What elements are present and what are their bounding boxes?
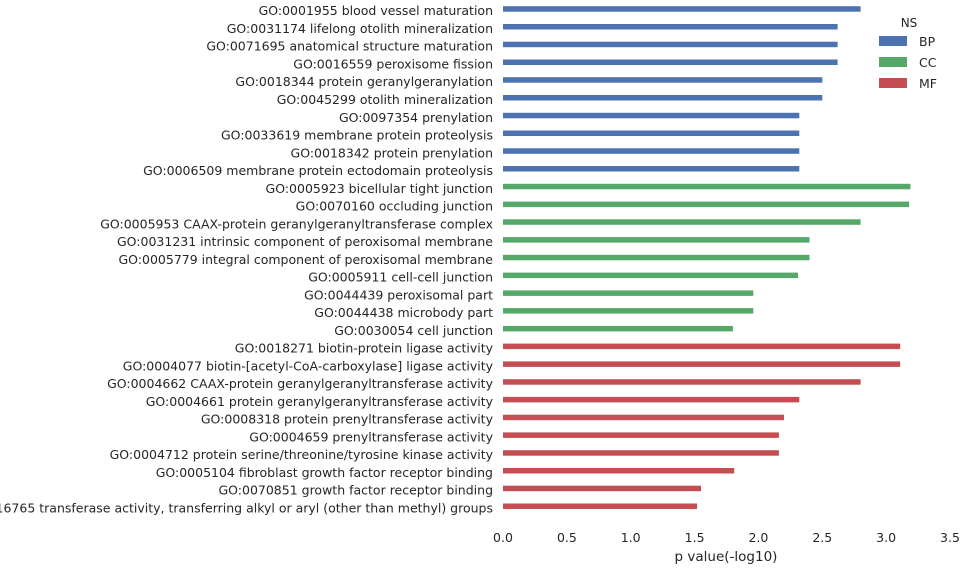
legend-label-bp: BP [919, 34, 936, 49]
bar-bp [503, 112, 800, 119]
bar-cc [503, 201, 910, 208]
legend-label-cc: CC [919, 55, 937, 70]
bar-cc [503, 325, 733, 332]
x-tick-label: 0.0 [493, 530, 513, 545]
bar-cc [503, 290, 754, 296]
category-label: GO:0016559 peroxisome fission [293, 57, 493, 72]
category-label: GO:0004712 protein serine/threonine/tyro… [110, 447, 494, 462]
x-tick-label: 3.0 [876, 530, 896, 545]
bar-bp [503, 130, 800, 136]
x-tick-label: 1.5 [685, 530, 705, 545]
category-label: GO:0004662 CAAX-protein geranylgeranyltr… [107, 376, 494, 391]
bar-cc [503, 272, 798, 279]
bar-cc [503, 308, 754, 314]
x-axis-title: p value(-log10) [675, 549, 778, 565]
bar-bp [503, 6, 861, 12]
category-label: GO:0033619 membrane protein proteolysis [221, 128, 493, 143]
x-tick-label: 2.5 [812, 530, 832, 545]
legend: NS BP CC MF [879, 16, 937, 91]
bar-bp [503, 59, 838, 65]
category-label: GO:0004077 biotin-[acetyl-CoA-carboxylas… [123, 358, 494, 373]
category-label: GO:0005779 integral component of peroxis… [119, 252, 494, 267]
legend-swatch-cc [879, 57, 907, 67]
category-label: GO:0005911 cell-cell junction [308, 270, 493, 285]
category-label: GO:0004659 prenyltransferase activity [249, 429, 493, 444]
bar-mf [503, 343, 901, 350]
x-tick-label: 0.5 [557, 530, 577, 545]
category-label: GO:0045299 otolith mineralization [277, 92, 493, 107]
x-tick-label: 1.0 [621, 530, 641, 545]
category-label: GO:0071695 anatomical structure maturati… [206, 39, 493, 54]
bar-mf [503, 450, 779, 456]
x-tick-label: 2.0 [748, 530, 768, 545]
bar-mf [503, 468, 735, 474]
bar-mf [503, 485, 701, 492]
category-label: GO:0005923 bicellular tight junction [266, 181, 493, 196]
category-label: GO:0006509 membrane protein ectodomain p… [143, 163, 493, 178]
category-label: GO:0097354 prenylation [339, 110, 493, 125]
bar-cc [503, 219, 861, 225]
category-label: GO:0070160 occluding junction [296, 199, 493, 214]
category-label: GO:0018271 biotin-protein ligase activit… [235, 341, 494, 356]
bar-mf [503, 396, 800, 403]
category-label: GO:0005953 CAAX-protein geranylgeranyltr… [100, 216, 493, 231]
x-tick-label: 3.5 [940, 530, 960, 545]
bar-cc [503, 254, 810, 261]
category-label: GO:0044439 peroxisomal part [304, 287, 493, 302]
category-label: GO:0005104 fibroblast growth factor rece… [156, 465, 493, 480]
category-label: GO:0070851 growth factor receptor bindin… [218, 483, 493, 498]
bar-bp [503, 148, 800, 154]
bar-bp [503, 166, 800, 172]
bar-mf [503, 414, 784, 421]
bars-layer [503, 6, 911, 509]
category-labels: GO:0001955 blood vessel maturation GO:003… [0, 3, 494, 515]
bar-mf [503, 503, 698, 509]
category-label: GO:0008318 protein prenyltransferase act… [201, 412, 494, 427]
bar-mf [503, 361, 901, 367]
category-label: GO:0004661 protein geranylgeranyltransfe… [146, 394, 494, 409]
category-label: GO:0016765 transferase activity, transfe… [0, 501, 493, 516]
legend-items: BP CC MF [879, 34, 937, 91]
bar-bp [503, 77, 823, 83]
category-label: GO:0031174 lifelong otolith mineralizati… [227, 21, 493, 36]
bar-bp [503, 41, 838, 48]
category-label: GO:0018342 protein prenylation [291, 145, 493, 160]
legend-swatch-mf [879, 78, 907, 88]
bar-cc [503, 237, 810, 243]
category-label: GO:0001955 blood vessel maturation [259, 3, 493, 18]
category-label: GO:0031231 intrinsic component of peroxi… [117, 234, 493, 249]
x-axis-ticks: 0.0 0.5 1.0 1.5 2.0 2.5 3.0 3.5 [493, 530, 960, 545]
bar-cc [503, 183, 911, 190]
legend-title: NS [901, 16, 918, 30]
legend-label-mf: MF [919, 76, 937, 91]
bar-bp [503, 24, 838, 30]
bar-mf [503, 432, 779, 438]
category-label: GO:0044438 microbody part [314, 305, 493, 320]
category-label: GO:0018344 protein geranylgeranylation [235, 74, 493, 89]
bar-mf [503, 379, 861, 385]
category-label: GO:0030054 cell junction [334, 323, 493, 338]
bar-bp [503, 95, 823, 101]
legend-swatch-bp [879, 36, 907, 46]
